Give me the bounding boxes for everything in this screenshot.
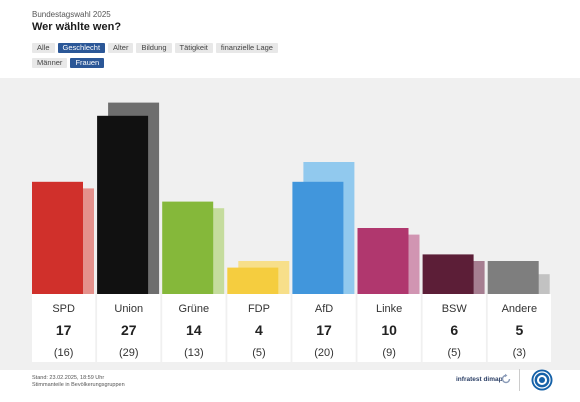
tab-finanzielle-lage[interactable]: finanzielle Lage [215, 43, 278, 53]
tagesschau-logo-icon [531, 369, 553, 391]
party-label-union: Union [114, 303, 143, 315]
label-panel-fdp [227, 294, 291, 362]
label-panel-bsw [422, 294, 486, 362]
comparison-label-linke: (9) [382, 347, 395, 359]
tab-maenner[interactable]: Männer [32, 58, 68, 68]
label-panel-andere [487, 294, 551, 362]
label-panel-union [97, 294, 161, 362]
value-label-fdp: 4 [255, 322, 263, 338]
party-label-afd: AfD [315, 303, 333, 315]
bar-spd [32, 181, 83, 294]
tab-frauen[interactable]: Frauen [70, 58, 105, 68]
value-label-spd: 17 [56, 322, 72, 338]
chart-note: Stimmanteile in Bevölkerungsgruppen [32, 382, 125, 388]
bar-andere [487, 261, 539, 294]
comparison-label-gr-ne: (13) [184, 347, 204, 359]
label-panel-spd [32, 294, 96, 362]
party-label-andere: Andere [502, 303, 537, 315]
party-label-spd: SPD [52, 303, 75, 315]
party-label-gr-ne: Grüne [179, 303, 210, 315]
label-panel-gr-ne [162, 294, 226, 362]
comparison-label-union: (29) [119, 347, 139, 359]
timestamp: Stand: 23.02.2025, 18:59 Uhr [32, 375, 105, 381]
comparison-label-bsw: (5) [448, 347, 461, 359]
party-label-bsw: BSW [442, 303, 468, 315]
value-label-bsw: 6 [450, 322, 458, 338]
footer-divider [519, 369, 520, 391]
bar-union [97, 115, 149, 294]
bar-gr-ne [162, 201, 214, 294]
tab-taetigkeit[interactable]: Tätigkeit [174, 43, 213, 53]
tab-alter[interactable]: Alter [108, 43, 134, 53]
tab-geschlecht[interactable]: Geschlecht [57, 43, 106, 53]
bar-linke [357, 228, 409, 294]
party-bar-chart: SPD 17 (16) Union 27 (29) Grüne 14 (13) FDP 4 (5) Af… [32, 102, 551, 362]
category-tabs: Alle Geschlecht Alter Bildung Tätigkeit … [32, 43, 278, 53]
comparison-label-spd: (16) [54, 347, 74, 359]
subgroup-tabs: Männer Frauen [32, 58, 105, 68]
party-label-linke: Linke [376, 303, 402, 315]
comparison-label-fdp: (5) [252, 347, 265, 359]
label-panel-linke [357, 294, 421, 362]
value-label-andere: 5 [515, 322, 523, 338]
bar-afd [292, 181, 344, 294]
party-label-fdp: FDP [248, 303, 270, 315]
infratest-dimap-logo: infratest dimap [456, 376, 503, 383]
chart-subtitle: Bundestagswahl 2025 [32, 10, 111, 19]
value-label-gr-ne: 14 [186, 322, 202, 338]
comparison-label-andere: (3) [513, 347, 526, 359]
tab-alle[interactable]: Alle [32, 43, 55, 53]
value-label-linke: 10 [381, 322, 397, 338]
value-label-union: 27 [121, 322, 137, 338]
label-panel-afd [292, 294, 356, 362]
tab-bildung[interactable]: Bildung [136, 43, 172, 53]
bar-fdp [227, 267, 279, 294]
chart-title: Wer wählte wen? [32, 21, 122, 33]
refresh-arrow-icon [501, 373, 511, 384]
comparison-label-afd: (20) [314, 347, 334, 359]
value-label-afd: 17 [316, 322, 332, 338]
bar-bsw [422, 254, 474, 294]
